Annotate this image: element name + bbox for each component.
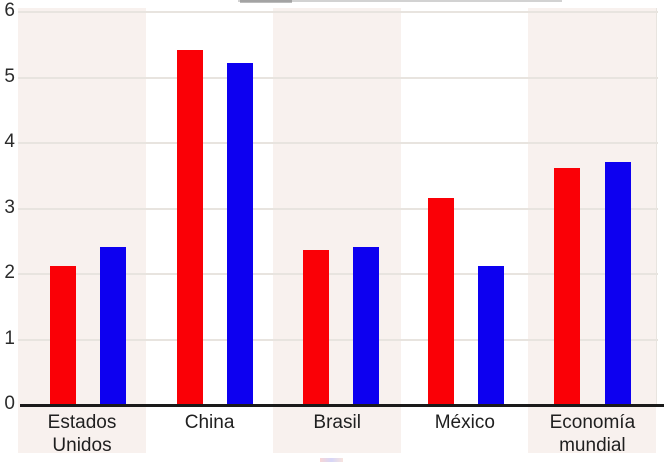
gridline bbox=[18, 273, 658, 275]
stripe-band bbox=[400, 8, 529, 453]
gridline bbox=[18, 142, 658, 144]
red-bars-3 bbox=[303, 250, 329, 404]
gridline bbox=[18, 207, 658, 210]
x-category-label: China bbox=[184, 412, 235, 433]
y-tick-label: 6 bbox=[4, 0, 15, 21]
stripe-band bbox=[18, 8, 146, 453]
y-tick-label: 0 bbox=[4, 393, 15, 414]
bottom-white-gap bbox=[0, 453, 664, 457]
gridline bbox=[18, 11, 658, 13]
blue-bars-4 bbox=[478, 266, 504, 404]
blue-bars-1 bbox=[100, 246, 126, 404]
cropped-bottom-remnant bbox=[320, 458, 343, 462]
y-tick-label: 3 bbox=[4, 196, 15, 218]
blue-bars-5 bbox=[605, 161, 631, 404]
x-axis-line bbox=[20, 404, 664, 407]
y-tick-label: 4 bbox=[4, 131, 15, 152]
blue-bars-2 bbox=[227, 63, 253, 404]
red-bars-4 bbox=[428, 197, 454, 404]
x-category-label: México bbox=[434, 412, 495, 433]
cropped-title-remnant-dark bbox=[240, 0, 292, 3]
y-tick-label: 1 bbox=[4, 327, 15, 349]
cropped-title-remnant bbox=[238, 0, 562, 2]
x-category-label: Brasil bbox=[313, 412, 361, 433]
x-category-label: Estados Unidos bbox=[47, 412, 117, 456]
y-tick-label: 5 bbox=[4, 65, 15, 87]
stripe-band bbox=[145, 8, 274, 453]
blue-bars-3 bbox=[353, 246, 379, 404]
stripe-band bbox=[273, 8, 401, 453]
red-bars-2 bbox=[177, 50, 203, 404]
gridline bbox=[18, 338, 658, 341]
red-bars-1 bbox=[50, 266, 76, 404]
gridline bbox=[18, 76, 658, 79]
y-tick-label: 2 bbox=[4, 262, 15, 283]
x-category-label: Economía mundial bbox=[549, 412, 636, 456]
red-bars-5 bbox=[554, 168, 580, 404]
stripe-band bbox=[528, 8, 656, 453]
plot-right-border bbox=[656, 8, 657, 404]
